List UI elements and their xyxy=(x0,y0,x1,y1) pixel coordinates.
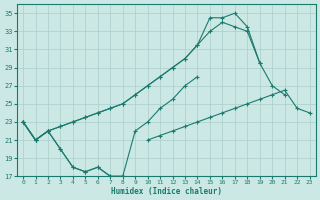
X-axis label: Humidex (Indice chaleur): Humidex (Indice chaleur) xyxy=(111,187,222,196)
